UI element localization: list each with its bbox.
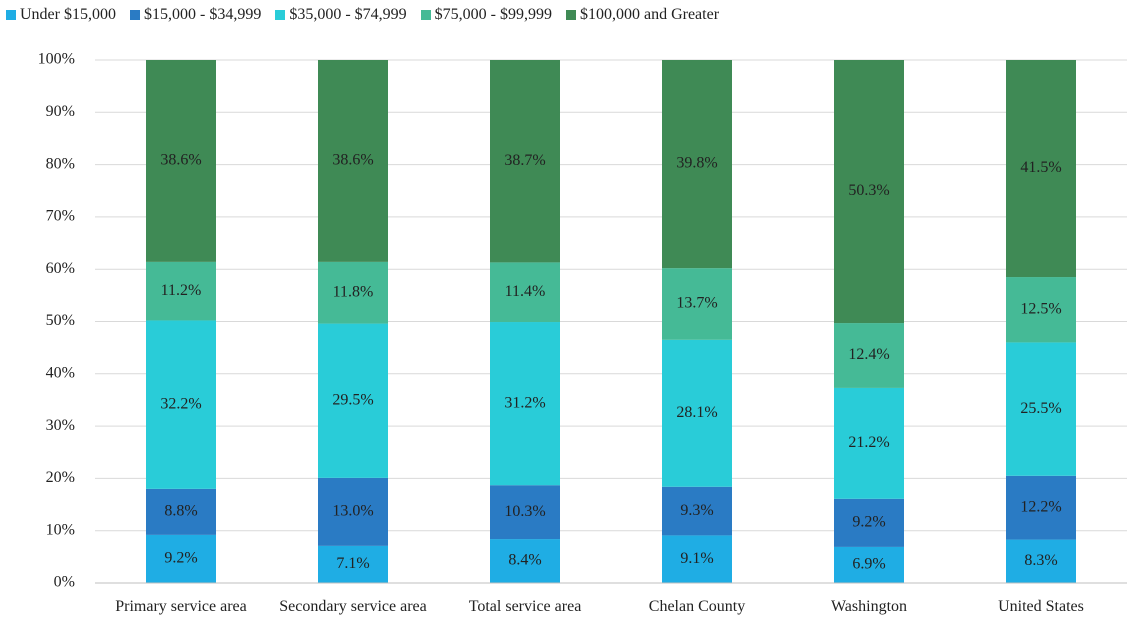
x-tick-label: Total service area xyxy=(468,598,582,615)
legend-item: $100,000 and Greater xyxy=(565,6,720,24)
legend-label: Under $15,000 xyxy=(20,6,116,23)
data-label: 13.7% xyxy=(676,295,717,312)
bar-segment xyxy=(834,60,904,324)
legend-label: $15,000 - $34,999 xyxy=(143,6,262,23)
bar-segment xyxy=(318,261,388,324)
bar-segment xyxy=(318,477,388,546)
bar-segment xyxy=(834,387,904,499)
bar-segment xyxy=(318,545,388,583)
bar-segment xyxy=(662,535,732,583)
bar-segment xyxy=(146,60,216,262)
bar-segment xyxy=(1006,475,1076,540)
bar-segment xyxy=(146,320,216,489)
x-tick-label: United States xyxy=(998,598,1084,615)
legend-item: $75,000 - $99,999 xyxy=(420,6,552,24)
legend-swatch xyxy=(275,10,286,20)
bar-segment xyxy=(1006,277,1076,343)
data-label: 9.2% xyxy=(852,514,885,531)
y-tick-label: 30% xyxy=(46,417,75,434)
y-tick-label: 60% xyxy=(46,260,75,277)
data-label: 25.5% xyxy=(1020,400,1061,417)
bar-segment xyxy=(662,268,732,340)
bar-segment xyxy=(146,488,216,535)
bar-segment xyxy=(1006,539,1076,583)
bar-segment xyxy=(490,485,560,540)
legend-label: $75,000 - $99,999 xyxy=(434,6,552,23)
y-tick-label: 20% xyxy=(46,469,75,486)
x-tick-label: Primary service area xyxy=(115,598,247,615)
data-label: 11.4% xyxy=(505,283,546,300)
data-label: 9.1% xyxy=(680,550,713,567)
data-label: 39.8% xyxy=(676,155,717,172)
bar-segment xyxy=(490,262,560,323)
bar-segment xyxy=(318,60,388,262)
data-label: 28.1% xyxy=(676,404,717,421)
legend-label: $100,000 and Greater xyxy=(579,6,720,23)
bar-segment xyxy=(146,534,216,583)
bar-segment xyxy=(834,498,904,547)
legend-swatch xyxy=(420,10,431,20)
data-label: 12.2% xyxy=(1020,498,1061,515)
x-tick-label: Chelan County xyxy=(648,598,746,615)
data-label: 9.2% xyxy=(164,550,197,567)
y-tick-label: 100% xyxy=(38,51,75,68)
bar-segment xyxy=(662,60,732,269)
data-label: 12.4% xyxy=(848,346,889,363)
bar-segment xyxy=(1006,60,1076,278)
legend-swatch xyxy=(6,10,16,20)
data-label: 9.3% xyxy=(680,502,713,519)
legend: Under $15,000 $15,000 - $34,999 $35,000 - … xyxy=(6,6,719,24)
data-label: 6.9% xyxy=(852,556,885,573)
legend-item: Under $15,000 xyxy=(6,6,116,24)
bar-segment xyxy=(834,323,904,388)
data-label: 32.2% xyxy=(160,395,201,412)
data-label: 41.5% xyxy=(1020,159,1061,176)
bar-segment xyxy=(1006,342,1076,476)
data-label: 29.5% xyxy=(332,391,373,408)
data-label: 8.4% xyxy=(508,552,541,569)
data-label: 7.1% xyxy=(336,555,369,572)
data-label: 8.3% xyxy=(1024,552,1057,569)
legend-item: $15,000 - $34,999 xyxy=(129,6,262,24)
legend-item: $35,000 - $74,999 xyxy=(275,6,407,24)
data-label: 8.8% xyxy=(164,503,197,520)
y-tick-label: 70% xyxy=(46,208,75,225)
data-label: 11.8% xyxy=(333,283,374,300)
data-label: 13.0% xyxy=(332,503,373,520)
legend-swatch xyxy=(129,10,140,20)
bar-segment xyxy=(490,539,560,583)
y-tick-label: 0% xyxy=(54,574,75,591)
data-label: 31.2% xyxy=(504,394,545,411)
bar-segment xyxy=(318,323,388,478)
data-label: 21.2% xyxy=(848,434,889,451)
bar-segment xyxy=(490,60,560,263)
bar-segment xyxy=(834,546,904,583)
y-tick-label: 50% xyxy=(46,312,75,329)
bar-segment xyxy=(662,486,732,536)
data-label: 38.7% xyxy=(504,152,545,169)
bar-segment xyxy=(662,339,732,487)
y-tick-label: 40% xyxy=(46,364,75,381)
data-label: 38.6% xyxy=(160,152,201,169)
data-label: 50.3% xyxy=(848,182,889,199)
x-tick-label: Secondary service area xyxy=(279,598,427,615)
legend-swatch xyxy=(565,10,576,20)
y-tick-label: 90% xyxy=(46,103,75,120)
y-tick-label: 80% xyxy=(46,155,75,172)
data-label: 12.5% xyxy=(1020,300,1061,317)
y-tick-label: 10% xyxy=(46,521,75,538)
data-label: 11.2% xyxy=(161,282,202,299)
legend-label: $35,000 - $74,999 xyxy=(289,6,407,23)
bar-segment xyxy=(146,261,216,321)
data-label: 10.3% xyxy=(504,503,545,520)
bar-segment xyxy=(490,322,560,486)
data-label: 38.6% xyxy=(332,152,373,169)
x-tick-label: Washington xyxy=(830,598,908,615)
